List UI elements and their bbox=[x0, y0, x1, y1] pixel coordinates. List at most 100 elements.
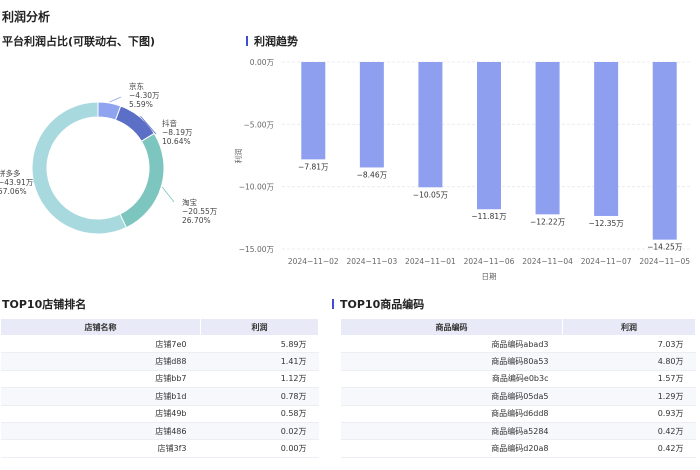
table-row[interactable]: 商品编码abad3 7.03万 bbox=[340, 335, 696, 354]
bar-1[interactable] bbox=[359, 62, 384, 168]
slice-leader-line bbox=[109, 96, 122, 103]
pie-section-title-text: 平台利润占比(可联动右、下图) bbox=[2, 35, 156, 48]
profit-cell: 0.42万 bbox=[562, 439, 696, 458]
product-code-cell: 商品编码d6dd8 bbox=[340, 405, 563, 423]
pie-section-title: 平台利润占比(可联动右、下图) bbox=[2, 33, 155, 49]
slice-label: 抖音 bbox=[162, 118, 177, 128]
slice-label: 拼多多 bbox=[0, 168, 21, 178]
shop-name-cell: 店铺7e0 bbox=[0, 335, 201, 354]
donut-slice-2[interactable] bbox=[119, 132, 165, 229]
x-tick-label: 2024−11−02 bbox=[288, 257, 339, 266]
bar-value-label: −11.81万 bbox=[471, 212, 507, 221]
table-row[interactable]: 商品编码d20a8 0.42万 bbox=[340, 439, 696, 458]
slice-leader-line bbox=[140, 115, 157, 135]
product-code-cell: 商品编码d20a8 bbox=[340, 439, 563, 458]
profit-cell: 4.80万 bbox=[562, 352, 696, 371]
slice-label: −4.30万 bbox=[129, 91, 160, 100]
profit-cell: 1.41万 bbox=[200, 352, 319, 371]
table-row[interactable]: 店铺b1d 0.78万 bbox=[0, 387, 319, 406]
bar-3[interactable] bbox=[477, 62, 501, 210]
table-row[interactable]: 店铺486 0.02万 bbox=[0, 422, 319, 441]
trend-section-title-text: 利润趋势 bbox=[254, 35, 298, 48]
bar-2[interactable] bbox=[418, 62, 443, 188]
slice-leader-line bbox=[161, 186, 175, 203]
table-row[interactable]: 店铺3f3 0.00万 bbox=[0, 439, 319, 458]
x-tick-label: 2024−11−07 bbox=[581, 257, 632, 266]
bar-6[interactable] bbox=[652, 62, 677, 240]
profit-cell: 0.42万 bbox=[562, 422, 696, 441]
slice-label: 26.70% bbox=[182, 216, 211, 225]
column-header-shop-name[interactable]: 店铺名称 bbox=[0, 318, 201, 336]
profit-cell: 0.00万 bbox=[200, 439, 319, 458]
table-row[interactable]: 商品编码05da5 1.29万 bbox=[340, 387, 696, 406]
shop-name-cell: 店铺49b bbox=[0, 405, 201, 423]
page-title: 利润分析 bbox=[2, 10, 51, 24]
bar-value-label: −12.35万 bbox=[589, 219, 625, 228]
shop-section-title: TOP10店铺排名 bbox=[2, 296, 86, 312]
profit-cell: 5.89万 bbox=[200, 335, 319, 354]
column-header-profit[interactable]: 利润 bbox=[562, 318, 696, 336]
table-row[interactable]: 商品编码d6dd8 0.93万 bbox=[340, 405, 696, 423]
profit-cell: 1.12万 bbox=[200, 370, 319, 389]
profit-cell: 7.03万 bbox=[562, 335, 696, 354]
product-code-cell: 商品编码05da5 bbox=[340, 387, 563, 406]
profit-cell: 1.29万 bbox=[562, 387, 696, 406]
product-code-cell: 商品编码a5284 bbox=[340, 422, 563, 441]
donut-slice-3[interactable] bbox=[31, 101, 128, 235]
section-marker-icon bbox=[246, 36, 248, 46]
slice-label: −8.19万 bbox=[162, 128, 193, 137]
profit-trend-bar-chart[interactable]: 0.00万 −5.00万 −10.00万 −15.00万 利润 −7.81万 2024−11… bbox=[232, 50, 700, 286]
table-row[interactable]: 店铺bb7 1.12万 bbox=[0, 370, 319, 389]
table-header-row: 商品编码 利润 bbox=[340, 318, 696, 336]
slice-label: 京东 bbox=[129, 81, 144, 91]
bar-svg[interactable]: 0.00万 −5.00万 −10.00万 −15.00万 利润 −7.81万 2024−11… bbox=[232, 50, 700, 286]
bar-4[interactable] bbox=[535, 62, 560, 215]
x-tick-label: 2024−11−01 bbox=[405, 257, 456, 266]
column-header-product-code[interactable]: 商品编码 bbox=[340, 318, 563, 336]
bar-value-label: −10.05万 bbox=[413, 190, 449, 199]
slice-label: −43.91万 bbox=[0, 178, 34, 187]
profit-cell: 0.78万 bbox=[200, 387, 319, 406]
bar-value-label: −7.81万 bbox=[298, 162, 329, 171]
product-section-title-text: TOP10商品编码 bbox=[340, 298, 425, 311]
x-tick-label: 2024−11−03 bbox=[346, 257, 397, 266]
x-axis-label: 日期 bbox=[482, 272, 497, 281]
table-row[interactable]: 店铺7e0 5.89万 bbox=[0, 335, 319, 354]
table-row[interactable]: 商品编码80a53 4.80万 bbox=[340, 352, 696, 371]
bar-0[interactable] bbox=[301, 62, 326, 160]
shop-section-title-text: TOP10店铺排名 bbox=[2, 298, 87, 311]
profit-cell: 0.58万 bbox=[200, 405, 319, 423]
table-row[interactable]: 店铺d88 1.41万 bbox=[0, 352, 319, 371]
platform-profit-donut-chart[interactable]: 京东 −4.30万 5.59% 抖音 −8.19万 10.64% 淘宝 −20.55万 26.7… bbox=[0, 50, 240, 270]
shop-name-cell: 店铺bb7 bbox=[0, 370, 201, 389]
donut-slice-1[interactable] bbox=[114, 105, 155, 142]
column-header-profit[interactable]: 利润 bbox=[200, 318, 319, 336]
section-marker-icon bbox=[332, 299, 334, 309]
slice-label: 57.06% bbox=[0, 187, 27, 196]
table-row[interactable]: 店铺49b 0.58万 bbox=[0, 405, 319, 423]
slice-label: 5.59% bbox=[129, 100, 153, 109]
trend-section-title: 利润趋势 bbox=[246, 33, 298, 49]
bar-value-label: −14.25万 bbox=[647, 243, 683, 252]
y-tick-label: −15.00万 bbox=[239, 245, 275, 254]
shop-name-cell: 店铺3f3 bbox=[0, 439, 201, 458]
shop-name-cell: 店铺d88 bbox=[0, 352, 201, 371]
shop-name-cell: 店铺b1d bbox=[0, 387, 201, 406]
y-tick-label: 0.00万 bbox=[250, 58, 275, 67]
x-tick-label: 2024−11−05 bbox=[639, 257, 690, 266]
y-axis-label: 利润 bbox=[233, 149, 243, 164]
x-tick-label: 2024−11−06 bbox=[464, 257, 515, 266]
y-tick-label: −5.00万 bbox=[244, 120, 275, 129]
product-code-cell: 商品编码e0b3c bbox=[340, 370, 563, 389]
product-ranking-table: 商品编码 利润 商品编码abad3 7.03万 商品编码80a53 4.80万 商品编码… bbox=[340, 318, 696, 458]
table-row[interactable]: 商品编码e0b3c 1.57万 bbox=[340, 370, 696, 389]
table-header-row: 店铺名称 利润 bbox=[0, 318, 319, 336]
product-section-title: TOP10商品编码 bbox=[332, 296, 424, 312]
product-code-cell: 商品编码abad3 bbox=[340, 335, 563, 354]
shop-ranking-table: 店铺名称 利润 店铺7e0 5.89万 店铺d88 1.41万 店铺bb7 1.12万 店铺… bbox=[0, 318, 319, 458]
shop-name-cell: 店铺486 bbox=[0, 422, 201, 441]
profit-cell: 0.93万 bbox=[562, 405, 696, 423]
table-row[interactable]: 商品编码a5284 0.42万 bbox=[340, 422, 696, 441]
bar-5[interactable] bbox=[594, 62, 619, 216]
